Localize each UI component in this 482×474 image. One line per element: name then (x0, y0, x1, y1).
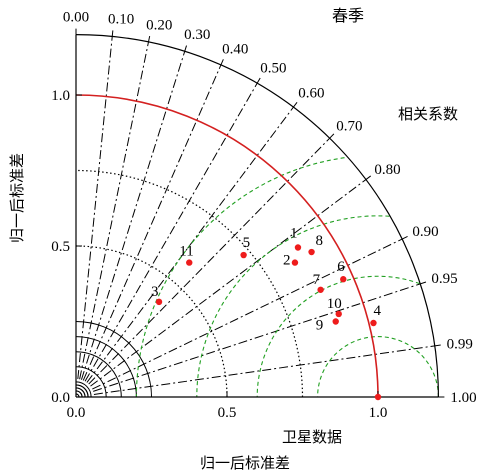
correlation-ray (92, 238, 403, 390)
correlation-tick (147, 35, 151, 43)
grid-layer (75, 36, 439, 398)
x-axis-label: 归一后标准差 (200, 454, 290, 472)
point-label-5: 5 (243, 235, 251, 251)
correlation-ray (84, 82, 258, 382)
correlation-tick-label: 0.95 (431, 271, 457, 287)
correlation-tick-label: 0.10 (108, 12, 134, 28)
correlation-ray (82, 64, 222, 381)
point-label-11: 11 (179, 244, 193, 260)
correlation-tick-label: 0.80 (374, 162, 400, 178)
std-arc-solid (75, 351, 122, 398)
correlation-tick-label: 0.50 (260, 61, 286, 77)
model-point-11 (186, 259, 193, 266)
point-label-7: 7 (313, 272, 321, 288)
reference-point (374, 393, 382, 401)
reference-std-arc (75, 94, 379, 398)
rms-contour-group (135, 154, 439, 397)
model-point-5 (240, 251, 247, 259)
x-tick-label: 0.0 (67, 405, 86, 421)
point-label-10: 10 (327, 296, 342, 312)
correlation-label: 相关系数 (398, 105, 458, 123)
point-label-8: 8 (316, 233, 324, 249)
point-label-9: 9 (316, 318, 324, 334)
point-label-1: 1 (290, 226, 298, 242)
correlation-tick-label: 0.70 (336, 118, 362, 134)
model-point-4 (370, 319, 377, 327)
points-layer (155, 244, 382, 401)
correlation-ray (88, 137, 331, 385)
correlation-tick (184, 45, 187, 52)
correlation-ray (93, 283, 421, 392)
chart-title: 春季 (332, 6, 364, 25)
y-tick-label: 0.0 (51, 390, 70, 406)
correlation-tick (420, 281, 427, 285)
axes-layer (75, 28, 445, 398)
rms-contour (135, 154, 439, 397)
std-arc-solid (75, 381, 92, 398)
correlation-tick (401, 235, 408, 240)
x-tick-label: 1.0 (369, 405, 388, 421)
outer-arc (75, 34, 439, 398)
model-point-1 (294, 244, 302, 251)
correlation-tick (434, 344, 441, 347)
model-point-3 (155, 298, 163, 306)
correlation-tick-label: 0.40 (222, 41, 248, 57)
correlation-tick-label: 0.99 (447, 336, 473, 352)
point-label-6: 6 (337, 259, 345, 275)
correlation-tick (293, 101, 298, 108)
correlation-tick-label: 0.90 (412, 224, 438, 240)
correlation-ray (90, 179, 367, 387)
model-point-9 (332, 318, 339, 325)
std-arc-core (75, 387, 86, 398)
model-point-8 (308, 248, 315, 256)
reference-label: 卫星数据 (282, 428, 342, 446)
y-axis-label: 归一后标准差 (8, 153, 26, 243)
point-label-3: 3 (151, 284, 159, 300)
std-arc-dotted (75, 169, 304, 398)
correlation-tick-label: 0.20 (146, 17, 172, 33)
correlation-ray (77, 36, 113, 380)
std-arc-solid (75, 321, 152, 398)
rms-contour (256, 275, 439, 397)
point-label-4: 4 (373, 303, 381, 319)
correlation-ray (79, 41, 149, 380)
model-point-6 (340, 276, 347, 283)
correlation-tick (256, 77, 261, 84)
correlation-tick (365, 175, 372, 180)
labels-layer: 春季 相关系数 卫星数据 归一后标准差 归一后标准差 0.0 0.5 1.00.00… (8, 6, 477, 472)
y-tick-label: 0.5 (51, 239, 70, 255)
std-arc-core (75, 384, 89, 398)
std-arc-solid (75, 336, 137, 398)
correlation-ray (80, 51, 186, 380)
correlation-tick-label: 0.00 (63, 10, 89, 26)
y-tick-label: 1.0 (51, 88, 70, 104)
x-tick-label: 0.5 (218, 405, 237, 421)
correlation-tick (329, 133, 335, 139)
correlation-tick-label: 1.00 (450, 390, 476, 406)
correlation-tick-label: 0.30 (184, 27, 210, 43)
correlation-tick (111, 30, 114, 37)
std-arc-dotted (75, 245, 228, 398)
correlation-tick-label: 0.60 (298, 86, 324, 102)
model-point-2 (291, 259, 299, 266)
rms-contour (317, 336, 439, 397)
model-point-10 (335, 310, 342, 318)
correlation-ray (86, 106, 294, 383)
correlation-tick (220, 59, 224, 66)
correlation-ray (93, 345, 435, 395)
point-label-2: 2 (283, 253, 291, 269)
model-point-7 (317, 286, 324, 293)
